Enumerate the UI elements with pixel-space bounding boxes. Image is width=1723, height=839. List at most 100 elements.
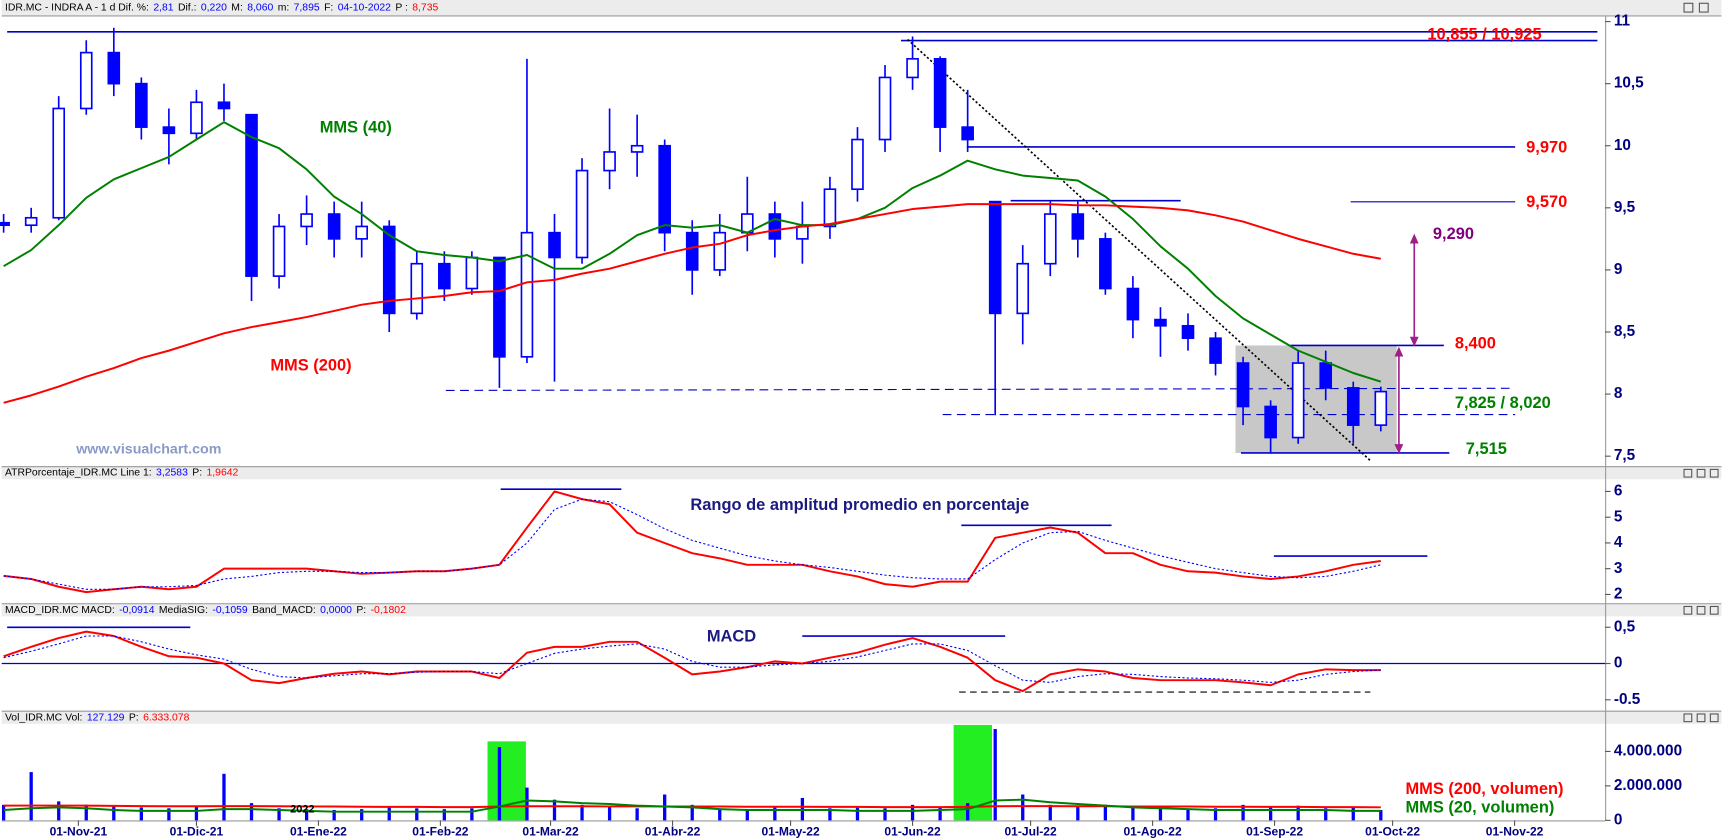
candle-body [1071,213,1085,240]
candle-body [658,144,671,234]
candle-body [768,213,782,240]
dashed-level [445,387,1516,391]
volume-bar [29,772,33,821]
y-tick-label: 10 [1614,137,1631,154]
y-tick-label: 8,5 [1614,323,1636,340]
candle-body [355,225,369,240]
series-line [3,798,1381,813]
header-item: 0,0000 [320,605,352,616]
y-tick-label: 6 [1614,483,1623,500]
header-bar [1,0,1722,16]
header-item: MACD_IDR.MC MACD: [5,605,115,616]
header-item: 04-10-2022 [338,2,391,13]
y-tick-label: 2 [1614,586,1623,603]
candle-body [1043,213,1057,265]
volume-bar [552,799,557,821]
panel-header: MACD_IDR.MC MACD: -0,0914 MediaSIG: -0,1059… [5,605,406,616]
x-tick-label: 01-Mar-22 [522,825,579,839]
volume-bar [332,810,336,821]
trend-line [907,38,1371,462]
volume-bar [497,747,502,821]
series-line [3,121,1382,383]
volume-bar [387,806,391,821]
panel-title: Rango de amplitud promedio en porcentaje [690,496,1029,514]
volume-bar [1021,794,1025,821]
series-label: MMS (200, volumen) [1405,780,1563,798]
x-tick-label: 01-May-22 [761,825,820,839]
volume-bar [470,808,474,821]
control[interactable] [1709,713,1719,723]
control[interactable] [1696,605,1706,615]
candle-body [190,101,203,135]
x-tick-label: 01-Nov-21 [50,825,108,839]
control[interactable] [1696,468,1706,478]
header-item: 3,2583 [156,467,188,478]
series-line [3,630,1381,693]
series-line [3,203,1381,404]
header-item: 0,220 [201,2,227,13]
volume-bar [304,809,309,821]
header-item: -0,0914 [119,605,155,616]
x-tick-label: 01-Jul-22 [1004,825,1057,839]
volume-bar [1158,808,1163,821]
volume-bar [1213,808,1218,821]
candle-body [1236,362,1250,408]
candle-body [493,256,506,358]
header-item: 7,895 [294,2,320,13]
series-line [3,498,1381,590]
control[interactable] [1683,713,1693,723]
volume-bar [442,809,446,821]
header-bar [1,466,1722,480]
candle-body [906,57,919,79]
candle-body [24,216,38,227]
volume-bar [580,804,584,821]
header-item: 8,735 [412,2,438,13]
header-item: M: [231,2,243,13]
control[interactable] [1683,2,1694,13]
candle-body [107,51,121,85]
volume-bar [1103,804,1108,821]
header-item: 6.333.078 [143,712,190,723]
candle-body [327,213,341,240]
candle-body [1209,337,1222,364]
target-arrows [1394,233,1419,455]
panel: MACD_IDR.MC MACD: -0,0914 MediaSIG: -0,1059… [1,605,1641,708]
volume-bar [84,804,88,821]
x-tick-label: 01-Oct-22 [1365,825,1420,839]
control[interactable] [1683,605,1693,615]
panel-header: ATRPorcentaje_IDR.MC Line 1: 3,2583 P: 1,96… [5,467,239,478]
control[interactable] [1683,468,1693,478]
volume-bar [277,808,281,821]
candle-body [465,256,479,290]
range-box [1235,345,1397,453]
volume-bar [1268,806,1273,821]
x-tick-label: 01-Nov-22 [1486,825,1544,839]
candle-body [988,200,1002,315]
control[interactable] [1698,2,1709,13]
x-tick-label: 01-Ene-22 [290,825,347,839]
annotation: 7,515 [1466,440,1507,458]
candle-body [438,262,451,290]
y-tick-label: 8 [1614,385,1623,402]
control[interactable] [1709,468,1719,478]
y-tick-label: 10,5 [1614,75,1644,92]
header-bar [1,710,1722,724]
volume-bar [1324,808,1328,821]
header-item: MediaSIG: [159,605,208,616]
y-tick-label: 3 [1614,560,1623,577]
header-bar [1,603,1722,617]
header-item: 1,9642 [207,467,239,478]
candle-body [52,107,66,219]
volume-bar [1131,807,1135,821]
y-tick-label: -0.5 [1614,691,1641,708]
candle-body [603,151,616,172]
control[interactable] [1696,713,1706,723]
candle-body [162,126,176,135]
volume-bar [1296,805,1300,821]
control[interactable] [1709,605,1719,615]
y-tick-label: 0,5 [1614,618,1636,635]
header-item: IDR.MC - INDRA A - 1 d Dif. %: [5,2,149,13]
candle-body [878,76,892,141]
candle-body [630,144,644,153]
candle-body [1319,362,1333,389]
